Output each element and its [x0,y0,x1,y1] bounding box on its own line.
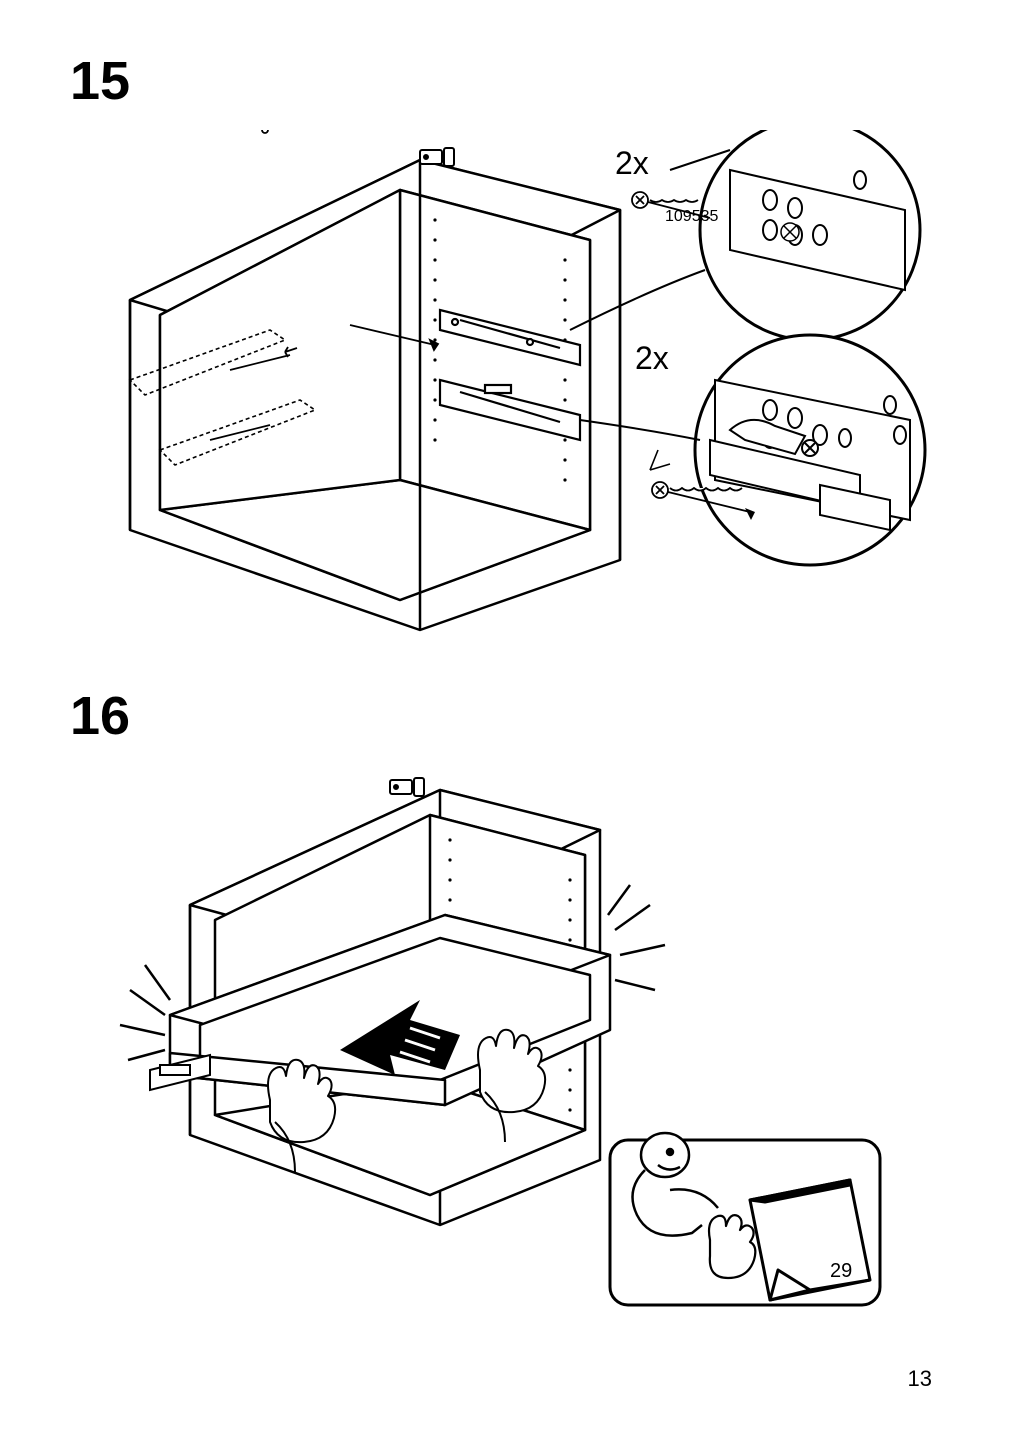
screw-quantity-label: 2x [615,145,649,182]
screw-part-number: 109535 [665,208,718,226]
step-16-illustration: 29 [110,770,910,1330]
instruction-page: 15 [0,0,1012,1432]
detail-quantity-label: 2x [635,340,669,377]
step-15-illustration: 2x 109535 2x [90,130,930,650]
booklet-page-ref: 29 [830,1260,852,1283]
step-16-number: 16 [70,685,130,747]
step-15-number: 15 [70,50,130,112]
page-number: 13 [908,1366,932,1392]
